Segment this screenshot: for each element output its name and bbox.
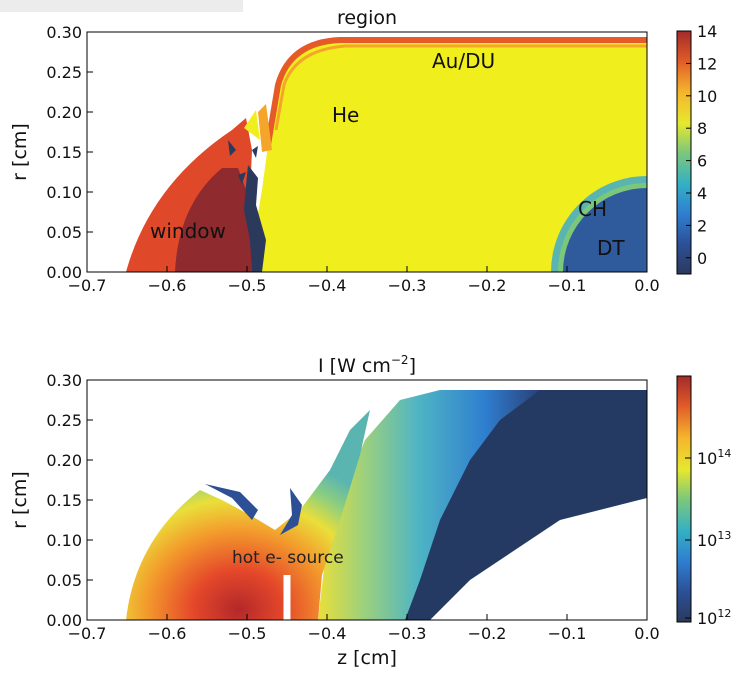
annotation-au-du: Au/DU (432, 49, 495, 73)
intensity-axis-ticks: −0.7 −0.6 −0.5 −0.4 −0.3 −0.2 −0.1 0.0 0.00 0.05 0… (46, 371, 659, 643)
region-colorbar-label: 8 (697, 119, 707, 138)
intensity-xtick-label: −0.3 (388, 624, 427, 643)
region-ytick-label: 0.00 (46, 263, 82, 282)
annotation-hot-e-source: hot e- source (232, 548, 344, 568)
intensity-xtick-label: −0.4 (308, 624, 347, 643)
annotation-window: window (150, 219, 226, 243)
region-panel: −0.7 −0.6 −0.5 −0.4 −0.3 −0.2 −0.1 0.0 0.00 0.05 0… (9, 7, 717, 295)
intensity-xtick-label: −0.5 (228, 624, 267, 643)
region-colorbar-label: 10 (697, 87, 717, 106)
intensity-colorbar-label: 1014 (697, 447, 731, 468)
intensity-ytick-label: 0.00 (46, 611, 82, 630)
au-du-inner (274, 44, 647, 131)
region-ytick-label: 0.05 (46, 223, 82, 242)
region-xtick-label: −0.3 (388, 276, 427, 295)
region-ytick-label: 0.10 (46, 183, 82, 202)
intensity-ytick-label: 0.10 (46, 531, 82, 550)
dt-fuel (563, 188, 647, 272)
annotation-he: He (332, 103, 359, 127)
intensity-xtick-label: −0.6 (148, 624, 187, 643)
region-title: region (337, 7, 397, 29)
window-edge-bits (228, 140, 258, 184)
intensity-xtick-label: −0.2 (468, 624, 507, 643)
intensity-colorbar-label: 1013 (697, 529, 731, 550)
intensity-map (126, 390, 647, 620)
intensity-ylabel: r [cm] (9, 471, 31, 529)
intensity-xlabel: z [cm] (337, 647, 397, 669)
intensity-xtick-label: −0.1 (548, 624, 587, 643)
region-ytick-label: 0.20 (46, 103, 82, 122)
region-ylabel: r [cm] (9, 123, 31, 181)
region-xtick-label: −0.5 (228, 276, 267, 295)
region-colorbar-label: 14 (697, 22, 717, 41)
intensity-ytick-label: 0.05 (46, 571, 82, 590)
region-ytick-label: 0.30 (46, 23, 82, 42)
region-ytick-label: 0.25 (46, 63, 82, 82)
intensity-colorbar-label: 1012 (697, 607, 731, 628)
corner-patch (0, 0, 243, 12)
region-colorbar-label: 2 (697, 216, 707, 235)
mid-band (318, 390, 540, 620)
intensity-colorbar (676, 375, 692, 623)
region-colorbar (676, 30, 692, 275)
region-xtick-label: 0.0 (634, 276, 659, 295)
intensity-panel: −0.7 −0.6 −0.5 −0.4 −0.3 −0.2 −0.1 0.0 0.00 0.05 0… (9, 353, 731, 669)
annotation-ch: CH (578, 197, 607, 221)
intensity-xtick-label: −0.7 (68, 624, 107, 643)
region-xtick-label: −0.2 (468, 276, 507, 295)
he-region (256, 40, 647, 272)
region-axis-ticks: −0.7 −0.6 −0.5 −0.4 −0.3 −0.2 −0.1 0.0 0.00 0.05 0… (46, 23, 659, 295)
intensity-ytick-label: 0.20 (46, 451, 82, 470)
intensity-ytick-label: 0.25 (46, 411, 82, 430)
au-du-wall (265, 37, 647, 146)
hot-e-source-marker (283, 575, 291, 620)
region-colorbar-label: 12 (697, 54, 717, 73)
region-colorbar-ticks: 14 12 10 8 6 4 2 0 (686, 22, 717, 268)
notch-left (205, 484, 258, 520)
region-ytick-label: 0.15 (46, 143, 82, 162)
region-colorbar-label: 6 (697, 152, 707, 171)
notch-right (280, 488, 302, 535)
region-colorbar-label: 4 (697, 184, 707, 203)
intensity-colorbar-ticks: 1014 1013 1012 (685, 447, 731, 628)
au-fold (258, 104, 272, 152)
he-spike (244, 110, 260, 140)
region-xtick-label: −0.4 (308, 276, 347, 295)
region-xtick-label: −0.1 (548, 276, 587, 295)
window-edge (244, 165, 266, 272)
region-colorbar-label: 0 (697, 249, 707, 268)
intensity-title: I [W cm−2] (318, 353, 416, 377)
window-region-core (175, 168, 262, 272)
intensity-xtick-label: 0.0 (634, 624, 659, 643)
annotation-dt: DT (597, 236, 625, 260)
region-xtick-label: −0.7 (68, 276, 107, 295)
region-xtick-label: −0.6 (148, 276, 187, 295)
intensity-ytick-label: 0.15 (46, 491, 82, 510)
region-map (126, 37, 647, 272)
intensity-ytick-label: 0.30 (46, 371, 82, 390)
